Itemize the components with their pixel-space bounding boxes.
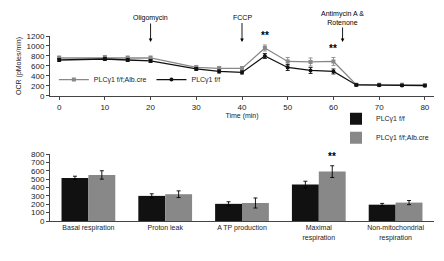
svg-text:**: ** <box>261 30 269 41</box>
svg-text:800: 800 <box>31 150 45 159</box>
svg-text:60: 60 <box>329 103 338 112</box>
svg-text:**: ** <box>328 151 336 162</box>
svg-text:200: 200 <box>31 200 45 209</box>
svg-text:0: 0 <box>40 217 45 226</box>
svg-text:PLCγ1 f/f: PLCγ1 f/f <box>191 76 220 84</box>
svg-text:Basal respiration: Basal respiration <box>62 224 114 232</box>
svg-text:500: 500 <box>31 175 45 184</box>
svg-text:OCR (pMoles/min): OCR (pMoles/min) <box>15 37 23 95</box>
svg-text:0: 0 <box>40 92 45 101</box>
svg-text:600: 600 <box>31 167 45 176</box>
svg-text:80: 80 <box>420 103 429 112</box>
svg-text:40: 40 <box>238 103 247 112</box>
svg-text:50: 50 <box>283 103 292 112</box>
svg-text:1200: 1200 <box>27 32 45 41</box>
svg-text:20: 20 <box>146 103 155 112</box>
svg-text:100: 100 <box>31 208 45 217</box>
svg-text:**: ** <box>329 43 337 54</box>
svg-text:10: 10 <box>100 103 109 112</box>
svg-text:1000: 1000 <box>27 42 45 51</box>
svg-text:800: 800 <box>31 52 45 61</box>
svg-text:Antimycin A &Rotenone: Antimycin A &Rotenone <box>321 10 364 26</box>
svg-text:700: 700 <box>31 158 45 167</box>
svg-text:600: 600 <box>31 62 45 71</box>
svg-text:Oligomycin: Oligomycin <box>133 14 168 22</box>
svg-text:PLCγ1 f/f;Alb.cre: PLCγ1 f/f;Alb.cre <box>94 76 147 84</box>
svg-text:PLCγ1 f/f: PLCγ1 f/f <box>376 115 405 123</box>
svg-text:Time (min): Time (min) <box>225 112 258 120</box>
svg-text:Maximalrespiration: Maximalrespiration <box>302 224 335 241</box>
svg-text:70: 70 <box>375 103 384 112</box>
svg-text:Proton leak: Proton leak <box>147 224 183 231</box>
svg-text:400: 400 <box>31 72 45 81</box>
svg-text:300: 300 <box>31 192 45 201</box>
svg-text:A TP production: A TP production <box>217 224 267 232</box>
svg-text:PLCγ1 f/f;Alb.cre: PLCγ1 f/f;Alb.cre <box>376 134 429 142</box>
svg-text:30: 30 <box>192 103 201 112</box>
svg-text:0: 0 <box>57 103 62 112</box>
svg-text:200: 200 <box>31 82 45 91</box>
svg-text:400: 400 <box>31 183 45 192</box>
svg-text:Non-mitochondrialrespiration: Non-mitochondrialrespiration <box>367 224 424 241</box>
svg-text:FCCP: FCCP <box>233 14 252 21</box>
